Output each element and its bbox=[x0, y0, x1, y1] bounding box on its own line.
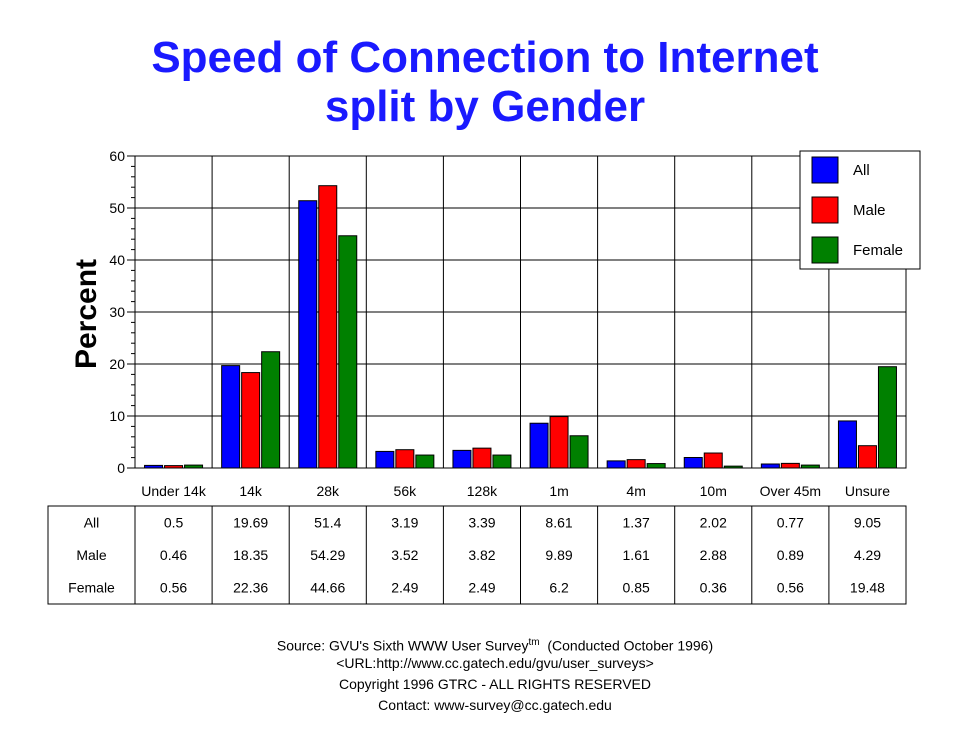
table-cell: 0.56 bbox=[160, 580, 187, 596]
bar-all bbox=[221, 365, 241, 469]
bar-male bbox=[626, 459, 646, 469]
table-row-label: Male bbox=[76, 547, 107, 563]
data-table-frame bbox=[47, 505, 907, 605]
table-cell: 0.5 bbox=[164, 514, 184, 530]
x-tick-label: Under 14k bbox=[141, 483, 207, 499]
table-cell: 2.02 bbox=[700, 514, 727, 530]
legend-label: All bbox=[853, 162, 870, 179]
bar-all bbox=[452, 449, 472, 469]
table-row-label: All bbox=[84, 514, 100, 530]
y-axis-label: Percent bbox=[70, 259, 103, 369]
x-tick-label: Over 45m bbox=[760, 483, 821, 499]
source-text: Source: GVU's Sixth WWW User Survey bbox=[276, 637, 529, 654]
table-cell: 19.48 bbox=[850, 580, 885, 596]
table-cell: 2.88 bbox=[700, 547, 727, 563]
bar-all bbox=[529, 422, 549, 469]
bar-female bbox=[800, 464, 820, 469]
source-url: <URL:http://www.cc.gatech.edu/gvu/user_s… bbox=[336, 655, 654, 671]
table-cell: 6.2 bbox=[549, 580, 569, 596]
bar-male bbox=[857, 445, 877, 469]
contact: Contact: www-survey@cc.gatech.edu bbox=[378, 697, 612, 713]
bar-male bbox=[549, 416, 569, 469]
legend-label: Female bbox=[853, 242, 903, 259]
table-cell: 2.49 bbox=[468, 580, 495, 596]
x-tick-label: Unsure bbox=[845, 483, 890, 499]
legend-swatch-female bbox=[811, 236, 839, 264]
bar-male bbox=[318, 185, 338, 469]
table-cell: 4.29 bbox=[854, 547, 881, 563]
bar-all bbox=[683, 456, 703, 469]
bar-female bbox=[646, 463, 666, 469]
table-cell: 9.05 bbox=[854, 514, 881, 530]
chart-title-line-2: split by Gender bbox=[324, 82, 646, 131]
bar-female bbox=[723, 465, 743, 469]
table-cell: 8.61 bbox=[545, 514, 572, 530]
legend-label: Male bbox=[853, 202, 886, 219]
bar-male bbox=[780, 462, 800, 469]
y-tick-label: 30 bbox=[109, 304, 125, 320]
bar-all bbox=[837, 420, 857, 469]
bar-male bbox=[472, 447, 492, 469]
table-cell: 3.39 bbox=[468, 514, 495, 530]
copyright: Copyright 1996 GTRC - ALL RIGHTS RESERVE… bbox=[339, 676, 651, 692]
table-cell: 51.4 bbox=[314, 514, 341, 530]
table-cell: 1.61 bbox=[623, 547, 650, 563]
bar-female bbox=[492, 454, 512, 469]
legend-swatch-male bbox=[811, 196, 839, 224]
bar-male bbox=[703, 452, 723, 469]
source-line: Source: GVU's Sixth WWW User Surveytm (C… bbox=[0, 637, 970, 654]
table-row-label: Female bbox=[68, 580, 115, 596]
bar-female bbox=[261, 351, 281, 469]
table-cell: 3.82 bbox=[468, 547, 495, 563]
table-cell: 0.77 bbox=[777, 514, 804, 530]
table-cell: 0.85 bbox=[623, 580, 650, 596]
table-cell: 54.29 bbox=[310, 547, 345, 563]
table-cell: 22.36 bbox=[233, 580, 268, 596]
bar-all bbox=[298, 200, 318, 469]
x-tick-label: 14k bbox=[239, 483, 263, 499]
bar-all bbox=[375, 450, 395, 469]
bar-all bbox=[760, 463, 780, 469]
bar-female bbox=[415, 454, 435, 469]
table-cell: 0.36 bbox=[700, 580, 727, 596]
bar-female bbox=[569, 435, 589, 469]
table-cell: 2.49 bbox=[391, 580, 418, 596]
chart-title-line-1: Speed of Connection to Internet bbox=[151, 33, 819, 82]
bar-male bbox=[395, 449, 415, 469]
bar-male bbox=[164, 465, 184, 469]
x-tick-label: 1m bbox=[549, 483, 568, 499]
y-tick-label: 20 bbox=[109, 356, 125, 372]
table-cell: 3.19 bbox=[391, 514, 418, 530]
x-tick-label: 4m bbox=[626, 483, 645, 499]
table-cell: 1.37 bbox=[623, 514, 650, 530]
y-tick-label: 10 bbox=[109, 408, 125, 424]
x-tick-label: 56k bbox=[394, 483, 418, 499]
y-tick-label: 60 bbox=[109, 148, 125, 164]
table-cell: 0.89 bbox=[777, 547, 804, 563]
table-cell: 19.69 bbox=[233, 514, 268, 530]
trademark-sup: tm bbox=[528, 637, 540, 648]
legend-swatch-all bbox=[811, 156, 839, 184]
table-cell: 3.52 bbox=[391, 547, 418, 563]
bar-all bbox=[606, 460, 626, 469]
table-cell: 9.89 bbox=[545, 547, 572, 563]
y-tick-label: 40 bbox=[109, 252, 125, 268]
bar-female bbox=[184, 464, 204, 469]
y-tick-label: 0 bbox=[117, 460, 125, 476]
table-cell: 18.35 bbox=[233, 547, 268, 563]
table-cell: 0.56 bbox=[777, 580, 804, 596]
table-cell: 0.46 bbox=[160, 547, 187, 563]
table-cell: 44.66 bbox=[310, 580, 345, 596]
x-tick-label: 10m bbox=[700, 483, 727, 499]
x-tick-label: 28k bbox=[316, 483, 340, 499]
y-tick-label: 50 bbox=[109, 200, 125, 216]
source-date: (Conducted October 1996) bbox=[539, 637, 714, 654]
bar-all bbox=[144, 464, 164, 469]
x-tick-label: 128k bbox=[467, 483, 498, 499]
bar-female bbox=[338, 235, 358, 469]
bar-female bbox=[877, 366, 897, 469]
bar-male bbox=[241, 372, 261, 469]
